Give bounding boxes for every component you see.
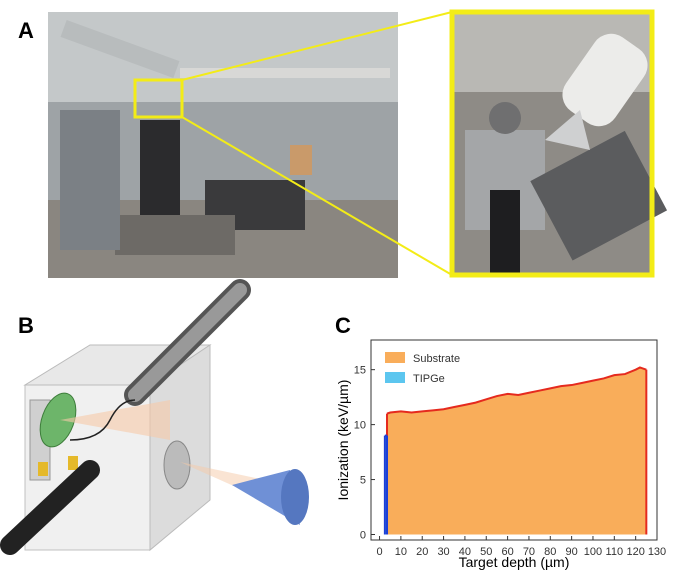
x-tick-label: 30	[437, 546, 449, 558]
legend-swatch	[385, 372, 405, 383]
panel-label: B	[18, 313, 34, 338]
photo-inset	[449, 9, 668, 278]
zoom-line	[181, 116, 453, 276]
y-tick-label: 5	[360, 475, 366, 487]
area-line	[386, 366, 647, 415]
legend-label: TIPGe	[413, 373, 445, 385]
x-tick-label: 70	[523, 546, 535, 558]
panel-label: C	[335, 313, 351, 338]
y-tick-label: 15	[354, 365, 366, 377]
x-tick-label: 40	[459, 546, 471, 558]
x-tick-label: 0	[376, 546, 382, 558]
panel-label: A	[18, 18, 34, 43]
diagram-setup	[0, 279, 309, 555]
area-fill	[387, 367, 647, 535]
x-tick-label: 120	[626, 546, 644, 558]
y-tick-label: 0	[360, 530, 366, 542]
x-tick-label: 110	[606, 546, 624, 558]
x-tick-label: 90	[566, 546, 578, 558]
legend-label: Substrate	[413, 353, 460, 365]
x-tick-label: 20	[416, 546, 428, 558]
x-tick-label: 50	[480, 546, 492, 558]
x-tick-label: 100	[584, 546, 602, 558]
x-axis-label: Target depth (µm)	[459, 554, 570, 570]
photo-lab	[48, 12, 398, 278]
legend-swatch	[385, 352, 405, 363]
x-tick-label: 10	[395, 546, 407, 558]
y-tick-label: 10	[354, 420, 366, 432]
zoom-line	[181, 11, 453, 81]
y-axis-label: Ionization (keV/µm)	[335, 380, 351, 501]
x-tick-label: 130	[648, 546, 666, 558]
x-tick-label: 60	[501, 546, 513, 558]
plot-frame	[370, 339, 658, 541]
x-tick-label: 80	[544, 546, 556, 558]
